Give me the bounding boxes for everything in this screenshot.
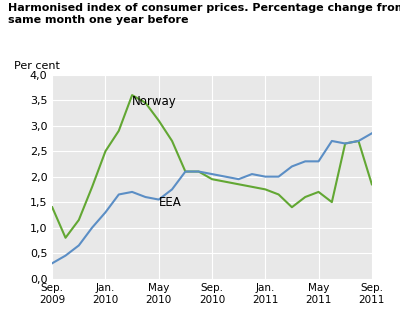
Text: Norway: Norway [132,95,177,108]
Text: Harmonised index of consumer prices. Percentage change from the
same month one y: Harmonised index of consumer prices. Per… [8,3,400,25]
Text: Per cent: Per cent [14,61,60,71]
Text: EEA: EEA [159,196,182,209]
